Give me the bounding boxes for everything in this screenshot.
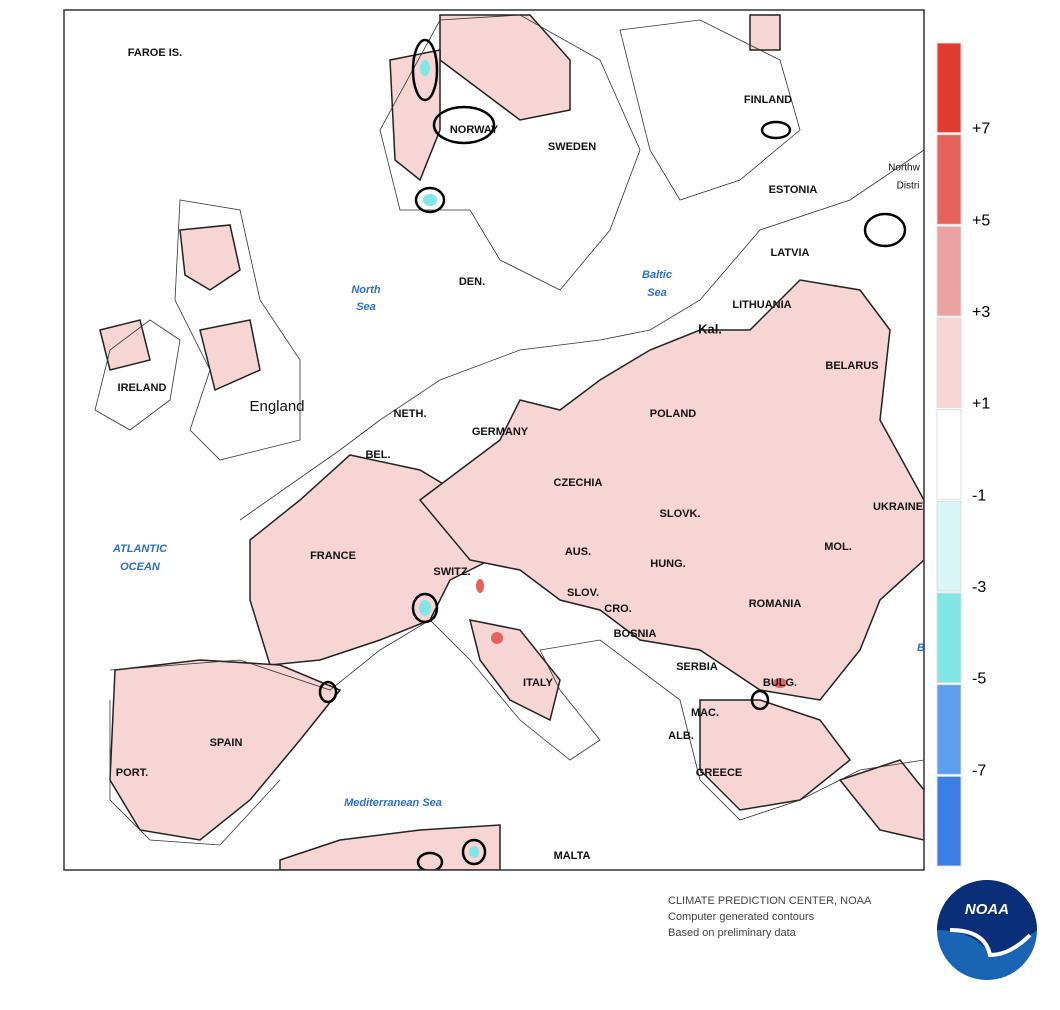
place-label: SWITZ.	[433, 566, 470, 578]
legend-swatch	[936, 317, 962, 409]
legend-label: +3	[972, 304, 990, 321]
warm-spots	[476, 579, 787, 688]
legend-swatch	[936, 134, 962, 225]
place-label: BELARUS	[825, 360, 878, 372]
credit-line: Based on preliminary data	[668, 927, 797, 939]
logo-text: NOAA	[965, 901, 1009, 918]
legend-swatch	[936, 409, 962, 500]
legend-label: +1	[972, 396, 990, 413]
credit-line: Computer generated contours	[668, 911, 815, 923]
place-label: DEN.	[459, 276, 485, 288]
place-label: SLOV.	[567, 587, 599, 599]
credit-line: CLIMATE PREDICTION CENTER, NOAA	[668, 895, 872, 907]
place-label: ROMANIA	[749, 598, 802, 610]
place-label: MOL.	[824, 541, 852, 553]
place-label: ESTONIA	[769, 184, 818, 196]
place-label: SPAIN	[210, 737, 243, 749]
place-label: UKRAINE	[873, 501, 923, 513]
legend-swatch	[936, 592, 962, 684]
place-label: CRO.	[604, 603, 632, 615]
place-label: HUNG.	[650, 558, 685, 570]
cold-spots	[419, 60, 479, 858]
place-label: SWEDEN	[548, 141, 596, 153]
map: FAROE IS. FINLAND NORWAY SWEDEN ESTONIA …	[64, 10, 925, 870]
anomaly-areas	[99, 14, 924, 870]
place-label: AUS.	[565, 546, 591, 558]
place-label: PORT.	[116, 767, 148, 779]
legend: +7 +5 +3 +1 -1 -3 -5 -7	[936, 42, 990, 867]
place-label: SLOVK.	[660, 508, 701, 520]
place-label: NETH.	[394, 408, 427, 420]
legend-label: -1	[972, 487, 986, 504]
legend-label: -3	[972, 579, 986, 596]
place-label: MAC.	[691, 707, 719, 719]
place-label: POLAND	[650, 408, 697, 420]
place-label: Distri	[897, 181, 920, 192]
coastlines	[94, 14, 924, 846]
place-label: GERMANY	[472, 426, 529, 438]
place-label: CZECHIA	[554, 477, 603, 489]
place-label: SERBIA	[676, 661, 718, 673]
legend-label: +5	[972, 212, 990, 229]
place-label: Northw	[888, 163, 920, 174]
legend-swatch	[936, 42, 962, 134]
legend-swatch	[936, 500, 962, 592]
place-label: LATVIA	[771, 247, 810, 259]
place-label: BEL.	[365, 449, 390, 461]
legend-swatch	[936, 775, 962, 867]
place-label: MALTA	[554, 850, 591, 862]
place-label: GREECE	[696, 767, 742, 779]
map-frame	[63, 9, 925, 871]
legend-label: -7	[972, 762, 986, 779]
water-label: Sea	[356, 301, 376, 313]
place-label: FINLAND	[744, 94, 792, 106]
place-label: FAROE IS.	[128, 47, 182, 59]
water-label: Baltic	[642, 269, 672, 281]
place-label: LITHUANIA	[732, 299, 791, 311]
place-label: BOSNIA	[614, 628, 657, 640]
water-label: ATLANTIC	[112, 543, 168, 555]
place-label: Kal.	[698, 321, 722, 336]
legend-swatch	[936, 684, 962, 775]
place-label: BULG.	[763, 677, 797, 689]
contours	[318, 38, 907, 870]
legend-label: -5	[972, 671, 986, 688]
legend-label: +7	[972, 121, 990, 138]
water-label: North	[351, 284, 381, 296]
map-labels: FAROE IS. FINLAND NORWAY SWEDEN ESTONIA …	[112, 47, 925, 862]
place-label: ALB.	[668, 730, 694, 742]
legend-swatch	[936, 225, 962, 317]
place-label: England	[249, 398, 304, 415]
place-label: NORWAY	[450, 124, 499, 136]
place-label: ITALY	[523, 677, 554, 689]
water-label: OCEAN	[120, 561, 161, 573]
place-label: FRANCE	[310, 550, 356, 562]
noaa-logo: NOAA	[937, 880, 1037, 980]
water-label: Sea	[647, 287, 667, 299]
water-label: Mediterranean Sea	[344, 797, 442, 809]
place-label: B	[917, 642, 925, 654]
place-label: IRELAND	[118, 382, 167, 394]
